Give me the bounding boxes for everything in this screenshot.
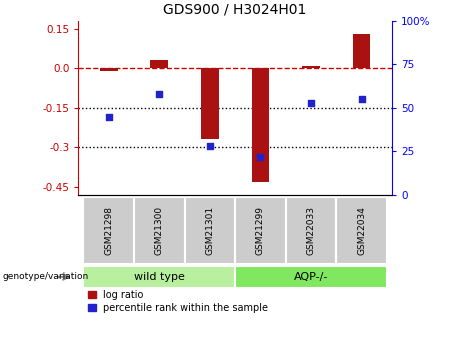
- Bar: [100, 68, 118, 71]
- Bar: [83, 197, 134, 264]
- Bar: [336, 197, 387, 264]
- Bar: [83, 266, 235, 288]
- Bar: [235, 197, 286, 264]
- Point: [358, 96, 365, 102]
- Text: genotype/variation: genotype/variation: [2, 272, 89, 282]
- Text: GSM22033: GSM22033: [307, 206, 315, 255]
- Text: AQP-/-: AQP-/-: [294, 272, 328, 282]
- Text: wild type: wild type: [134, 272, 185, 282]
- Bar: [184, 197, 235, 264]
- Bar: [353, 34, 370, 68]
- Bar: [252, 68, 269, 182]
- Bar: [235, 266, 387, 288]
- Point: [257, 154, 264, 159]
- Text: GSM21300: GSM21300: [155, 206, 164, 255]
- Bar: [286, 197, 336, 264]
- Text: GSM21301: GSM21301: [205, 206, 214, 255]
- Legend: log ratio, percentile rank within the sample: log ratio, percentile rank within the sa…: [88, 289, 268, 313]
- Text: GSM22034: GSM22034: [357, 206, 366, 255]
- Point: [307, 100, 315, 105]
- Text: GSM21299: GSM21299: [256, 206, 265, 255]
- Bar: [302, 66, 320, 68]
- Bar: [150, 60, 168, 68]
- Bar: [201, 68, 219, 139]
- Point: [155, 91, 163, 97]
- Text: GSM21298: GSM21298: [104, 206, 113, 255]
- Point: [206, 144, 213, 149]
- Title: GDS900 / H3024H01: GDS900 / H3024H01: [163, 3, 307, 17]
- Point: [105, 114, 112, 119]
- Bar: [134, 197, 184, 264]
